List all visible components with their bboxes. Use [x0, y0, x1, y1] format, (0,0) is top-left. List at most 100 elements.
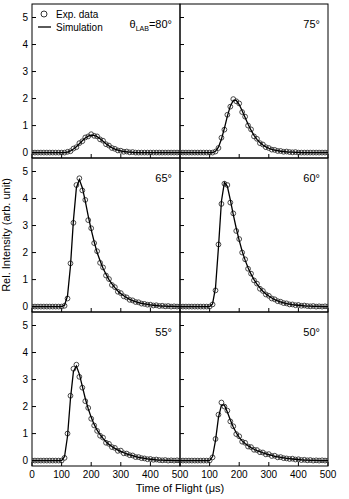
plot-frame [180, 4, 328, 158]
x-tick-label: 300 [112, 469, 129, 480]
y-tick [32, 71, 36, 72]
simulation-line [32, 180, 180, 307]
legend-marker [41, 11, 47, 17]
data-group [32, 362, 180, 463]
x-tick [150, 462, 151, 466]
x-tick [239, 154, 240, 158]
x-tick [239, 308, 240, 312]
y-tick [32, 125, 36, 126]
panel: 60° [178, 158, 331, 312]
y-tick-label: 2 [22, 247, 28, 258]
y-tick [180, 379, 184, 380]
y-tick [180, 279, 184, 280]
y-tick [32, 433, 36, 434]
plot-frame [180, 158, 328, 312]
simulation-line [32, 366, 180, 461]
data-group [180, 400, 328, 463]
x-tick-label: 500 [172, 469, 189, 480]
panel-annotation: 50° [303, 326, 320, 338]
y-tick-label: 4 [22, 347, 28, 358]
y-tick [32, 44, 36, 45]
y-tick-label: 1 [22, 120, 28, 131]
legend-label: Simulation [56, 22, 103, 33]
y-tick [180, 98, 184, 99]
y-tick [32, 352, 36, 353]
panel: 012345θLAB=80°Exp. dataSimulation [22, 4, 182, 158]
x-tick [91, 308, 92, 312]
plot-frame [180, 312, 328, 466]
y-tick-label: 1 [22, 428, 28, 439]
x-tick [91, 154, 92, 158]
y-tick [32, 379, 36, 380]
y-tick [180, 225, 184, 226]
simulation-line [32, 135, 180, 153]
y-tick-label: 4 [22, 39, 28, 50]
x-tick [120, 462, 121, 466]
figure: 0 1 2 3 4 5 θLAB=80° Exp. data Simulation Rel. In… [0, 0, 349, 499]
y-tick [180, 44, 184, 45]
y-tick [180, 252, 184, 253]
simulation-line [180, 405, 328, 460]
panel: 010020030040050001234555° [22, 312, 188, 480]
panel-annotation: 65° [155, 172, 172, 184]
x-axis-label: Time of Flight (μs) [136, 482, 224, 494]
y-tick [32, 171, 36, 172]
y-tick-label: 0 [22, 147, 28, 158]
y-tick [180, 171, 184, 172]
y-tick [180, 125, 184, 126]
y-tick [180, 198, 184, 199]
x-tick-label: 200 [83, 469, 100, 480]
simulation-line [180, 100, 328, 152]
x-tick [268, 462, 269, 466]
legend-line [38, 26, 51, 27]
x-tick-label: 100 [201, 469, 218, 480]
y-tick [32, 406, 36, 407]
y-axis-label: Rel. Intensity (arb. unit) [0, 178, 12, 292]
y-tick-label: 5 [22, 12, 28, 23]
plot-frame [32, 4, 180, 158]
panel-annotation: 75° [303, 18, 320, 30]
x-tick [268, 308, 269, 312]
y-tick [32, 17, 36, 18]
y-tick-label: 5 [22, 166, 28, 177]
legend-label: Exp. data [56, 9, 99, 20]
x-tick [239, 462, 240, 466]
y-tick-label: 4 [22, 193, 28, 204]
annotation-part: =80° [149, 18, 172, 30]
y-tick-label: 5 [22, 320, 28, 331]
y-tick-label: 0 [22, 301, 28, 312]
x-tick [150, 308, 151, 312]
plot-frame [32, 158, 180, 312]
y-tick [32, 198, 36, 199]
x-tick-label: 200 [231, 469, 248, 480]
x-tick-label: 0 [29, 469, 35, 480]
y-tick-label: 3 [22, 66, 28, 77]
x-tick [91, 462, 92, 466]
y-tick [32, 325, 36, 326]
panel: 75° [178, 4, 331, 158]
panel: 10020030040050050° [178, 312, 337, 480]
panel-annotation: θLAB=80° [130, 18, 172, 32]
y-tick [180, 325, 184, 326]
data-group [180, 97, 328, 155]
y-tick [32, 279, 36, 280]
data-group [180, 181, 328, 309]
y-tick-label: 2 [22, 401, 28, 412]
y-tick [180, 71, 184, 72]
x-tick [120, 154, 121, 158]
data-group [32, 176, 180, 309]
y-tick [180, 17, 184, 18]
panel-annotation: 60° [303, 172, 320, 184]
y-tick-label: 3 [22, 374, 28, 385]
x-tick-label: 400 [142, 469, 159, 480]
annotation-sub: LAB [136, 25, 150, 32]
x-tick-label: 100 [53, 469, 70, 480]
x-tick [268, 154, 269, 158]
x-tick-label: 400 [290, 469, 307, 480]
simulation-line [180, 182, 328, 306]
y-tick [32, 98, 36, 99]
y-tick [180, 352, 184, 353]
y-tick [32, 225, 36, 226]
y-tick [180, 406, 184, 407]
y-tick-label: 3 [22, 220, 28, 231]
